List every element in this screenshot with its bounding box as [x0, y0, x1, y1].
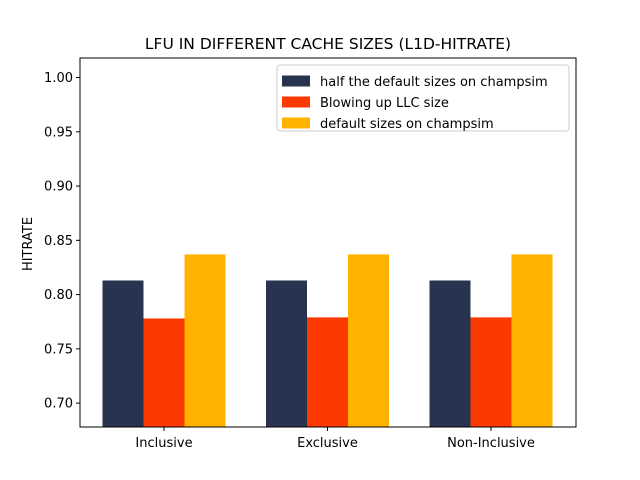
y-tick-label: 0.75: [44, 342, 73, 357]
legend-box: [276, 64, 570, 132]
chart-title: LFU IN DIFFERENT CACHE SIZES (L1D-HITRAT…: [145, 35, 511, 53]
y-tick-label: 0.95: [44, 125, 73, 140]
legend-swatch: [282, 117, 310, 129]
x-tick-label: Exclusive: [297, 436, 358, 451]
legend-label: default sizes on champsim: [320, 117, 494, 132]
bar-2-inclusive: [143, 318, 185, 427]
y-tick-label: 0.90: [44, 180, 73, 195]
bar-2-non-inclusive: [470, 317, 512, 427]
x-tick-label: Inclusive: [135, 436, 192, 451]
y-tick-label: 0.80: [44, 288, 73, 303]
legend-label: half the default sizes on champsim: [320, 75, 548, 90]
bar-2-exclusive: [307, 317, 348, 427]
bar-1-exclusive: [266, 280, 307, 427]
legend-swatch: [282, 96, 310, 108]
bar-3-inclusive: [184, 254, 226, 427]
x-tick-label: Non-Inclusive: [447, 436, 535, 451]
bar-1-inclusive: [102, 280, 144, 427]
bar-3-non-inclusive: [511, 254, 553, 427]
bars-group: [102, 254, 553, 427]
legend: half the default sizes on champsim Blowin…: [276, 64, 570, 132]
y-axis-label: HITRATE: [21, 217, 36, 271]
bar-3-exclusive: [348, 254, 389, 427]
x-axis-ticks: Inclusive Exclusive Non-Inclusive: [135, 427, 535, 451]
y-axis-ticks: 0.70 0.75 0.80 0.85 0.90 0.95 1.00: [44, 71, 80, 412]
y-tick-label: 0.70: [44, 397, 73, 412]
bar-1-non-inclusive: [429, 280, 471, 427]
y-tick-label: 0.85: [44, 234, 73, 249]
legend-label: Blowing up LLC size: [320, 96, 449, 111]
legend-swatch: [282, 75, 310, 87]
y-tick-label: 1.00: [44, 71, 73, 86]
